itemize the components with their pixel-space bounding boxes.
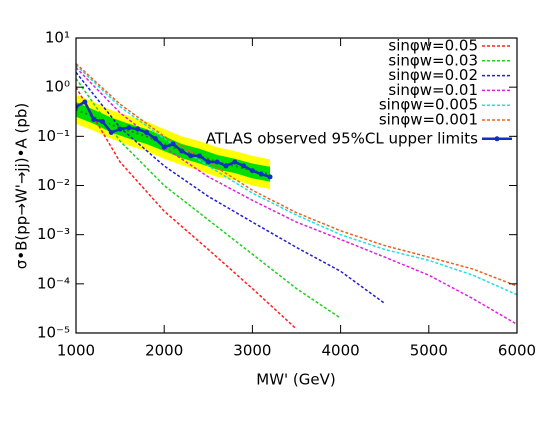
data-point xyxy=(196,153,202,159)
data-point xyxy=(135,126,141,132)
data-point xyxy=(82,99,88,105)
y-tick-label: 10⁻⁴ xyxy=(37,274,70,292)
legend-label: sinφw=0.01 xyxy=(388,81,478,99)
data-point xyxy=(179,148,185,154)
data-point xyxy=(76,104,79,110)
x-tick-label: 1000 xyxy=(57,342,95,360)
x-tick-label: 6000 xyxy=(498,342,536,360)
legend-label: sinφw=0.02 xyxy=(388,66,478,84)
series-line xyxy=(76,71,386,305)
data-point xyxy=(152,136,158,142)
data-point xyxy=(258,171,264,177)
data-point xyxy=(144,129,150,135)
series-line xyxy=(76,64,517,296)
data-point xyxy=(108,129,114,135)
data-point xyxy=(223,163,229,169)
y-tick-label: 10⁻² xyxy=(37,176,70,194)
data-point xyxy=(214,159,220,165)
data-point xyxy=(170,141,176,147)
data-point xyxy=(99,119,105,125)
series-line xyxy=(76,78,342,319)
x-tick-label: 3000 xyxy=(233,342,271,360)
data-point xyxy=(232,159,238,165)
series-line xyxy=(76,63,517,287)
data-point xyxy=(126,125,132,131)
y-tick-label: 10¹ xyxy=(45,29,70,47)
y-tick-label: 10⁰ xyxy=(45,78,70,96)
legend-label: sinφw=0.001 xyxy=(379,111,478,129)
y-axis-label: σ•B(pp→W'→jj)•A (pb) xyxy=(13,103,31,269)
legend-label: sinφw=0.03 xyxy=(388,51,478,69)
data-point xyxy=(267,174,273,180)
data-point xyxy=(241,163,247,169)
data-point xyxy=(249,168,255,174)
data-point xyxy=(117,126,123,132)
x-axis-label: MW' (GeV) xyxy=(256,371,335,389)
data-point xyxy=(188,153,194,159)
x-tick-label: 2000 xyxy=(145,342,183,360)
plot-area xyxy=(76,63,517,330)
legend-marker xyxy=(494,136,500,142)
x-tick-label: 5000 xyxy=(410,342,448,360)
data-point xyxy=(91,116,97,122)
y-tick-label: 10⁻⁵ xyxy=(37,324,70,342)
series-line xyxy=(76,86,298,330)
y-tick-label: 10⁻³ xyxy=(37,225,70,243)
y-tick-label: 10⁻¹ xyxy=(37,127,70,145)
data-point xyxy=(161,144,167,150)
x-tick-label: 4000 xyxy=(322,342,360,360)
legend-label: sinφw=0.05 xyxy=(388,37,478,55)
legend-label: sinφw=0.005 xyxy=(379,96,478,114)
legend-label: ATLAS observed 95%CL upper limits xyxy=(206,129,478,147)
data-point xyxy=(205,159,211,165)
